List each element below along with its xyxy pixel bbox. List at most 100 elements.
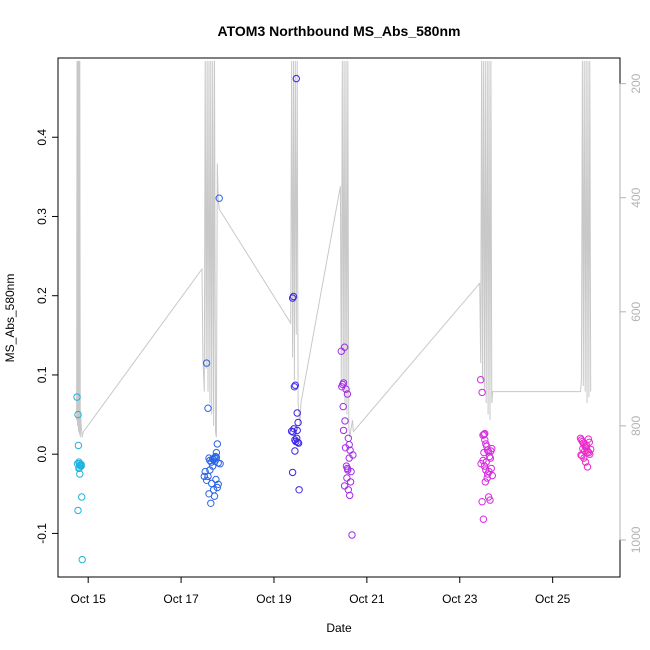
data-point <box>477 460 485 468</box>
series-0 <box>73 393 86 564</box>
data-point <box>216 460 224 468</box>
data-point <box>208 479 216 488</box>
data-point <box>346 491 354 500</box>
data-point <box>211 452 220 461</box>
x-tick-label: Oct 15 <box>71 592 107 606</box>
data-point <box>204 472 212 481</box>
data-point <box>204 404 212 412</box>
data-point <box>290 383 299 391</box>
data-point <box>78 493 86 501</box>
data-point <box>288 468 297 477</box>
data-point <box>586 450 594 458</box>
data-point <box>339 402 347 411</box>
data-point <box>200 472 209 481</box>
data-point <box>584 435 593 443</box>
plot-frame <box>57 57 621 578</box>
data-point <box>577 451 585 459</box>
data-point <box>289 428 297 436</box>
data-point <box>212 453 221 462</box>
data-points-layer <box>73 74 595 564</box>
y2-tick-label: 600 <box>629 301 643 321</box>
data-point <box>293 426 301 435</box>
data-point <box>288 294 297 302</box>
data-point <box>343 474 351 482</box>
chart-title: ATOM3 Northbound MS_Abs_580nm <box>218 23 461 39</box>
x-tick-label: Oct 21 <box>349 592 385 606</box>
series-2 <box>287 74 303 494</box>
data-point <box>488 444 496 453</box>
data-point <box>479 515 488 523</box>
data-point <box>339 379 348 387</box>
data-point <box>287 427 296 435</box>
data-point <box>73 393 81 401</box>
data-point <box>207 499 215 507</box>
y2-tick-label: 1000 <box>629 526 643 553</box>
y2-tick-label: 200 <box>629 73 643 93</box>
data-point <box>291 381 299 389</box>
series-1 <box>200 194 224 507</box>
right-y-axis: 200 400 600 800 1000 <box>619 73 643 553</box>
y-axis-label: MS_Abs_580nm <box>3 274 17 363</box>
data-point <box>338 383 346 391</box>
data-point <box>483 446 492 454</box>
data-point <box>202 359 211 367</box>
y-tick-label: 0.4 <box>35 129 49 146</box>
x-tick-label: Oct 19 <box>256 592 292 606</box>
data-point <box>343 464 352 473</box>
data-point <box>73 460 82 468</box>
series-5 <box>576 434 595 471</box>
series-3 <box>337 343 357 539</box>
data-point <box>349 451 357 459</box>
data-point <box>481 436 489 444</box>
data-point <box>74 441 83 450</box>
data-point <box>342 385 350 393</box>
data-point <box>294 439 303 447</box>
altitude-line-layer <box>76 60 592 438</box>
data-point <box>478 498 486 506</box>
data-point <box>294 438 302 446</box>
data-point <box>213 483 222 492</box>
data-point <box>212 448 221 457</box>
x-axis-label: Date <box>326 621 352 635</box>
data-point <box>341 444 350 452</box>
data-point <box>340 482 349 490</box>
data-point <box>344 434 352 442</box>
altitude-line <box>76 60 592 438</box>
data-point <box>581 458 590 466</box>
y-tick-label: 0.2 <box>35 287 49 304</box>
series-4 <box>477 376 496 523</box>
data-point <box>480 430 488 439</box>
data-point <box>74 410 82 419</box>
y-tick-label: -0.1 <box>35 523 49 544</box>
data-point <box>289 292 298 301</box>
y-axis: -0.1 0.0 0.1 0.2 0.3 0.4 <box>35 129 59 544</box>
data-point <box>291 447 299 455</box>
y-tick-label: 0.0 <box>35 446 49 463</box>
data-point <box>340 343 349 351</box>
data-point <box>344 486 352 494</box>
data-point <box>348 531 356 539</box>
data-point <box>583 463 592 471</box>
data-point <box>343 390 352 398</box>
data-point <box>213 440 222 448</box>
data-point <box>74 506 82 515</box>
data-point <box>295 486 303 494</box>
data-point <box>293 434 301 442</box>
data-point <box>292 74 300 83</box>
data-point <box>479 431 487 439</box>
y2-tick-label: 400 <box>629 187 643 207</box>
data-point <box>346 478 355 486</box>
data-point <box>294 418 302 427</box>
data-point <box>485 467 493 476</box>
data-point <box>78 555 86 564</box>
data-point <box>486 496 494 504</box>
x-tick-label: Oct 25 <box>535 592 571 606</box>
data-point <box>77 462 85 470</box>
data-point <box>486 454 495 462</box>
data-point <box>339 426 348 435</box>
data-point <box>587 445 595 454</box>
data-point <box>485 452 494 461</box>
x-axis: Oct 15 Oct 17 Oct 19 Oct 21 Oct 23 Oct 25 <box>71 576 571 606</box>
data-point <box>341 417 349 425</box>
